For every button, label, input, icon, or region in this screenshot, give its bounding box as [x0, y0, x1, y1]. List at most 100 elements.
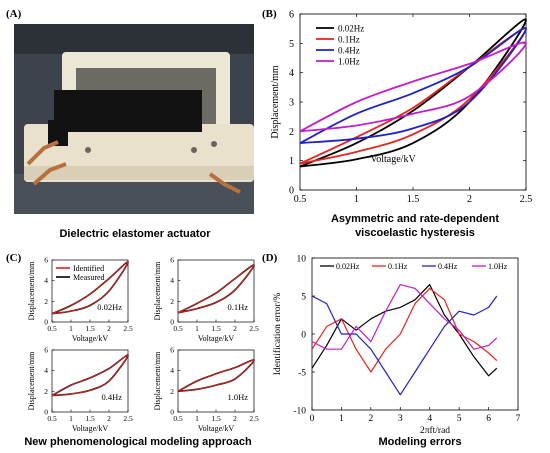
- chart-b: 0.5 1 1.5 2 2.5 0 1 2 3 4 5 6 Voltage/kV Displacement…: [270, 10, 532, 206]
- y-tick-label: 5: [301, 293, 306, 303]
- x-tick-label: 0.5: [173, 324, 183, 333]
- copper-strip-left: [26, 140, 59, 166]
- subplot-frame: [51, 349, 129, 413]
- photo-shadow-top: [14, 24, 254, 54]
- series-0.02Hz-loop: [299, 18, 527, 168]
- x-tick-label: 7: [516, 414, 521, 424]
- y-tick-label: 2: [170, 297, 174, 306]
- y-axis-label: Identification error/%: [272, 293, 283, 376]
- x-tick-label: 0.5: [47, 324, 57, 333]
- subplot-1.0Hz: 0.5 1 1.5 2 2.5 0 2 4 6 Voltage/kV Displacement/mm…: [153, 346, 259, 434]
- x-tick-label: 1.5: [85, 324, 95, 333]
- x-tick-label: 2.5: [123, 324, 133, 333]
- series-0.02Hz-line: [311, 284, 498, 377]
- copper-strip-left-lower: [32, 162, 67, 186]
- y-tick-label: 4: [44, 276, 48, 285]
- y-tick-label: -5: [298, 369, 306, 379]
- y-tick-label: 6: [170, 346, 174, 355]
- y-tick-label: 2: [44, 387, 48, 396]
- y-axis-label: Displacement/mm: [270, 65, 281, 139]
- panel-b-caption-line1: Asymmetric and rate-dependent: [330, 213, 500, 225]
- x-tick-label: 2: [233, 414, 237, 423]
- series-0.1Hz-line: [311, 287, 498, 373]
- x-tick-label: 0.5: [173, 414, 183, 423]
- x-tick-label: 1: [69, 414, 73, 423]
- x-tick-label: 1: [195, 414, 199, 423]
- y-tick-label: 6: [289, 10, 294, 21]
- legend-label: Identified: [73, 264, 104, 273]
- x-tick-label: 1.5: [211, 414, 221, 423]
- x-tick-label: 4: [427, 414, 432, 424]
- chart-d: 0 1 2 3 4 5 6 7 -10 -5 0 5 10 2πft/rad Identification …: [272, 255, 521, 436]
- series-1.0Hz-loop: [299, 41, 527, 133]
- y-tick-label: 6: [170, 256, 174, 265]
- legend-label: 0.1Hz: [338, 35, 360, 45]
- subplot-0.4Hz: 0.5 1 1.5 2 2.5 0 2 4 6 Voltage/kV Displacement/mm…: [27, 346, 133, 434]
- x-tick-label: 2: [107, 324, 111, 333]
- legend-label: 0.4Hz: [438, 262, 458, 271]
- panel-b-label: (B): [262, 8, 277, 20]
- y-tick-label: -10: [293, 407, 306, 417]
- x-tick-label: 1.5: [211, 324, 221, 333]
- y-tick-label: 5: [289, 39, 294, 50]
- legend-label: 0.1Hz: [388, 262, 408, 271]
- x-axis-label: Voltage/kV: [72, 334, 109, 343]
- y-tick-label: 6: [44, 256, 48, 265]
- x-axis-label: Voltage/kV: [198, 424, 235, 433]
- series-1.0Hz-line: [311, 284, 498, 350]
- identified-loop: [51, 354, 129, 396]
- y-tick-label: 6: [44, 346, 48, 355]
- y-tick-label: 2: [44, 297, 48, 306]
- x-tick-label: 2.5: [123, 414, 133, 423]
- panel-c-label: (C): [6, 252, 22, 264]
- series-0.4Hz-loop: [299, 27, 527, 144]
- y-tick-label: 4: [289, 68, 294, 79]
- x-tick-label: 2.5: [249, 324, 259, 333]
- y-axis-label: Displacement/mm: [27, 261, 36, 320]
- panel-c-caption: New phenomenological modeling approach: [24, 436, 252, 448]
- subplot-frame: [177, 349, 255, 413]
- x-tick-label: 1: [354, 194, 359, 205]
- identified-loop: [177, 359, 255, 392]
- y-axis-label: Displacement/mm: [27, 351, 36, 410]
- y-tick-label: 0: [301, 331, 306, 341]
- x-axis-label: Voltage/kV: [370, 154, 416, 165]
- subplot-frequency-label: 0.02Hz: [97, 302, 122, 312]
- frame-base-edge: [24, 166, 254, 180]
- y-tick-label: 4: [44, 366, 48, 375]
- copper-strip-right: [208, 172, 241, 194]
- x-tick-label: 5: [457, 414, 462, 424]
- x-tick-label: 2: [368, 414, 373, 424]
- chart-c: 0.5 1 1.5 2 2.5 0 2 4 6 Voltage/kV Displacement/mm…: [27, 256, 259, 434]
- actuator-photo-graphic: [14, 24, 254, 214]
- identified-loop: [51, 261, 129, 315]
- x-tick-label: 2: [107, 414, 111, 423]
- y-tick-label: 1: [289, 156, 294, 167]
- x-tick-label: 2: [467, 194, 472, 205]
- legend-label: 0.02Hz: [336, 262, 360, 271]
- x-tick-label: 0.5: [294, 194, 307, 205]
- panel-d-label: (D): [262, 252, 278, 264]
- x-tick-label: 6: [486, 414, 491, 424]
- y-tick-label: 0: [170, 318, 174, 327]
- x-axis-label: 2πft/rad: [420, 425, 450, 435]
- identified-loop: [177, 264, 255, 314]
- screw-hole: [85, 147, 91, 153]
- y-tick-label: 0: [44, 318, 48, 327]
- subplot-frequency-label: 0.4Hz: [101, 392, 122, 402]
- y-axis-label: Displacement/mm: [153, 261, 162, 320]
- x-tick-label: 1.5: [85, 414, 95, 423]
- legend-label: 0.02Hz: [338, 24, 364, 34]
- subplot-0.1Hz: 0.5 1 1.5 2 2.5 0 2 4 6 Voltage/kV Displacement/mm…: [153, 256, 259, 344]
- subplot-frame: [177, 259, 255, 323]
- screw-hole: [191, 147, 197, 153]
- x-tick-label: 0.5: [47, 414, 57, 423]
- y-tick-label: 0: [289, 186, 294, 197]
- legend-label: 1.0Hz: [338, 57, 360, 67]
- x-tick-label: 1: [195, 324, 199, 333]
- actuator-photo: [14, 24, 254, 214]
- panel-d-caption: Modeling errors: [378, 436, 462, 448]
- y-tick-label: 0: [44, 408, 48, 417]
- panel-a-caption: Dielectric elastomer actuator: [59, 228, 211, 240]
- legend-label: 0.4Hz: [338, 46, 360, 56]
